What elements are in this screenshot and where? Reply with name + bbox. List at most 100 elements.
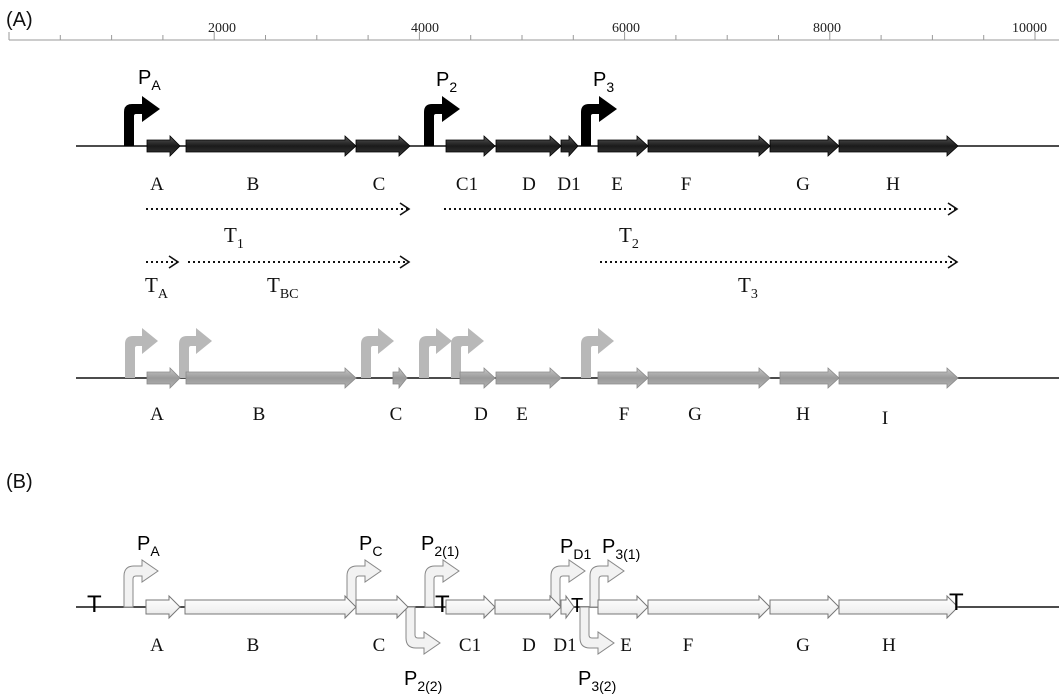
gene-d-arrow [495, 135, 562, 157]
promoter-b-pd1-label: PD1 [560, 536, 591, 562]
transcript-ta-arrow [146, 255, 180, 269]
b-gene-f-label: F [683, 635, 694, 656]
promoter-b-p32-sub: 3(2) [591, 678, 616, 694]
terminator-3-symbol: T [571, 595, 583, 617]
gene-b-arrow [185, 135, 357, 157]
gene-h-label: H [886, 174, 900, 195]
promoter-b-p31-arrow [589, 559, 625, 608]
promoter-b-pa-sub: A [150, 543, 160, 559]
promoter-pa-sub: A [151, 77, 161, 93]
terminator-2-symbol: T [435, 591, 450, 618]
panel-a-label: (A) [6, 9, 33, 31]
gene-h-arrow [838, 135, 959, 157]
gene-d1-label: D1 [557, 174, 580, 195]
gene-f-arrow [647, 135, 771, 157]
gray-gene-h-label: H [796, 404, 810, 425]
promoter-b-p31-label: P3(1) [602, 536, 640, 562]
b-gene-g-label: G [796, 635, 810, 656]
gray-gene-i-arrow [838, 367, 959, 389]
promoter-b-pc-arrow [346, 559, 382, 608]
gray-promoter-3-arrow [361, 328, 394, 378]
promoter-p2-arrow [424, 96, 460, 146]
b-gene-c1-label: C1 [459, 635, 481, 656]
transcript-tbc-label: TBC [267, 273, 299, 302]
transcript-t2-sub: 2 [632, 237, 639, 252]
panel-b-label: (B) [6, 471, 33, 493]
b-gene-d-arrow [494, 594, 562, 620]
transcript-t3-sub: 3 [751, 287, 758, 302]
gray-promoter-5-arrow [451, 328, 484, 378]
b-gene-a-label: A [150, 635, 164, 656]
b-gene-g-arrow [769, 594, 840, 620]
gray-promoter-1-arrow [125, 328, 158, 378]
gray-gene-d-label: D [474, 404, 488, 425]
gray-gene-a-label: A [150, 404, 164, 425]
transcript-t2-label: T2 [619, 223, 639, 252]
b-gene-d1-arrow [560, 594, 575, 620]
promoter-p3-main: P [593, 69, 606, 91]
gene-a-arrow [146, 135, 181, 157]
promoter-p2-sub: 2 [449, 79, 457, 95]
transcript-t2-main: T [619, 223, 632, 247]
transcript-tbc-arrow [188, 255, 411, 269]
promoter-b-p22-main: P [404, 668, 417, 690]
ruler-label-6000: 6000 [612, 21, 640, 36]
promoter-b-pc-main: P [359, 533, 372, 555]
promoter-b-p22-arrow [405, 606, 441, 655]
promoter-p2-main: P [436, 69, 449, 91]
promoter-b-p22-label: P2(2) [404, 668, 442, 694]
promoter-p3-arrow [581, 96, 617, 146]
promoter-b-pa-label: PA [137, 533, 160, 559]
gray-gene-g-arrow [647, 367, 771, 389]
gray-promoter-6-arrow [581, 328, 614, 378]
b-gene-d1-label: D1 [553, 635, 576, 656]
promoter-b-pa-arrow [123, 559, 159, 608]
transcript-tbc-sub: BC [280, 287, 299, 302]
ruler: 2000 4000 6000 8000 10000 [8, 21, 1059, 41]
b-gene-e-label: E [620, 635, 632, 656]
gene-c1-arrow [445, 135, 496, 157]
gray-gene-b-label: B [253, 404, 266, 425]
promoter-pa-label: PA [138, 67, 161, 93]
transcript-t1-label: T1 [224, 223, 244, 252]
b-gene-c-arrow [355, 594, 409, 620]
b-gene-b-arrow [184, 594, 357, 620]
promoter-p3-label: P3 [593, 69, 614, 95]
transcript-t3-main: T [738, 273, 751, 297]
gray-promoter-2-arrow [179, 328, 212, 378]
terminator-4-symbol: T [949, 589, 964, 616]
gene-a-label: A [150, 174, 164, 195]
ruler-label-4000: 4000 [411, 21, 439, 36]
b-gene-f-arrow [647, 594, 771, 620]
transcript-ta-sub: A [158, 287, 169, 302]
gray-operon: A B C D E F G H I [76, 328, 1059, 429]
gray-gene-h-arrow [779, 367, 840, 389]
gene-e-arrow [597, 135, 649, 157]
transcripts [146, 202, 959, 269]
black-operon: PA P2 P3 A B C C1 D D1 E F G H [76, 67, 1059, 302]
gray-gene-b-arrow [185, 367, 357, 389]
gene-d-label: D [522, 174, 536, 195]
gray-gene-a-arrow [146, 367, 181, 389]
b-gene-b-label: B [247, 635, 260, 656]
gene-g-label: G [796, 174, 810, 195]
transcript-t2-arrow [444, 202, 959, 216]
gene-f-label: F [681, 174, 692, 195]
gene-b-label: B [247, 174, 260, 195]
transcript-t1-sub: 1 [237, 237, 244, 252]
b-gene-h-label: H [882, 635, 896, 656]
gray-gene-d-arrow [459, 367, 496, 389]
promoter-b-p21-arrow [424, 559, 460, 608]
promoter-pa-main: P [138, 67, 151, 89]
promoter-b-p32-arrow [579, 606, 615, 655]
gray-gene-f-label: F [619, 404, 630, 425]
ruler-label-2000: 2000 [208, 21, 236, 36]
promoter-b-pa-main: P [137, 533, 150, 555]
promoter-b-p31-main: P [602, 536, 615, 558]
gene-e-label: E [611, 174, 623, 195]
transcript-ta-main: T [145, 273, 158, 297]
b-gene-c-label: C [373, 635, 386, 656]
transcript-tbc-main: T [267, 273, 280, 297]
gray-promoter-4-arrow [419, 328, 452, 378]
